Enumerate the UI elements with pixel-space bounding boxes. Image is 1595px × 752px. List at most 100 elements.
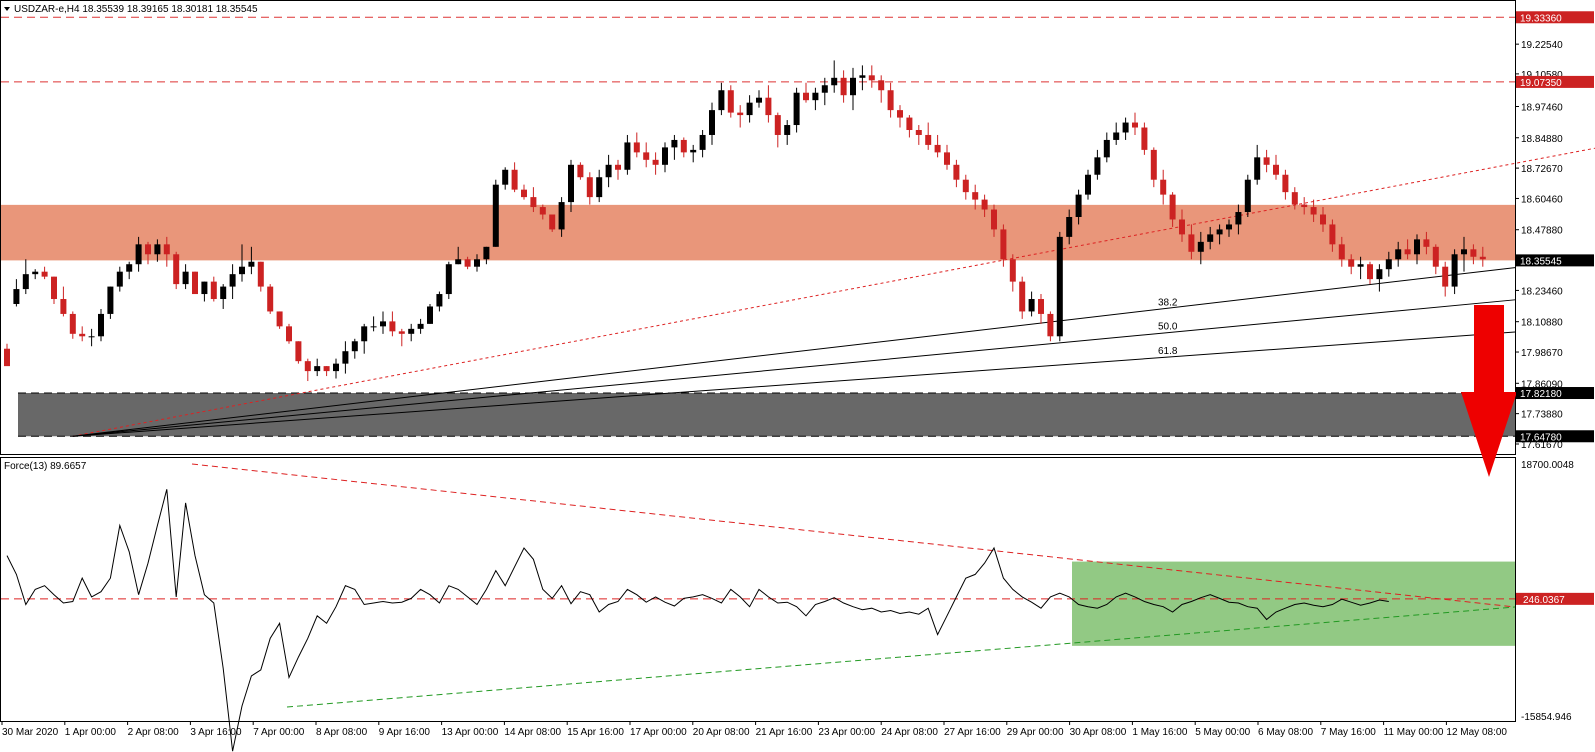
x-tick-label: 14 Apr 08:00 bbox=[504, 727, 561, 738]
x-tick-label: 2 Apr 08:00 bbox=[128, 727, 180, 738]
candle bbox=[417, 318, 424, 334]
candle-body bbox=[972, 192, 979, 200]
candle bbox=[1461, 236, 1467, 272]
candle-body bbox=[267, 286, 274, 312]
force-support-trendline bbox=[286, 606, 1516, 708]
candle-body bbox=[22, 274, 29, 290]
x-tick-label: 1 May 16:00 bbox=[1132, 727, 1187, 738]
x-tick-label: 30 Mar 2020 bbox=[2, 727, 59, 738]
candle-body bbox=[1188, 234, 1195, 252]
candle bbox=[1207, 226, 1214, 250]
candle-body bbox=[455, 259, 462, 265]
candle-body bbox=[831, 77, 838, 86]
candle-body bbox=[389, 321, 396, 332]
candle bbox=[1085, 169, 1091, 200]
x-tick-label: 30 Apr 08:00 bbox=[1070, 727, 1127, 738]
candle bbox=[953, 159, 960, 188]
fib-fan-label-38.2: 38.2 bbox=[1158, 297, 1178, 308]
candle bbox=[4, 343, 10, 367]
candle-body bbox=[445, 264, 452, 295]
candle bbox=[972, 184, 979, 210]
candle-body bbox=[436, 294, 443, 307]
candle bbox=[502, 167, 509, 190]
candle-body bbox=[521, 189, 527, 198]
y-tick-label: 18.97460 bbox=[1521, 102, 1563, 113]
candle-body bbox=[981, 199, 988, 210]
candle-body bbox=[1282, 174, 1289, 193]
candle bbox=[1038, 294, 1044, 324]
candle-body bbox=[304, 361, 311, 372]
candle bbox=[445, 261, 452, 300]
candle bbox=[267, 284, 274, 314]
candle bbox=[868, 65, 875, 88]
candle-body bbox=[793, 92, 800, 126]
candle bbox=[464, 256, 471, 270]
candle-body bbox=[1141, 127, 1148, 150]
force-y-tick-label: -15854.946 bbox=[1521, 712, 1572, 723]
candle bbox=[615, 159, 621, 180]
candle-body bbox=[1404, 249, 1411, 255]
candle-body bbox=[850, 77, 856, 96]
candle bbox=[427, 303, 433, 324]
candle-body bbox=[991, 209, 997, 230]
candle-body bbox=[1254, 157, 1261, 180]
y-tick-label: 17.86090 bbox=[1521, 379, 1563, 390]
fib-fan-label-50.0: 50.0 bbox=[1158, 322, 1178, 333]
candle-body bbox=[286, 326, 292, 342]
candle bbox=[671, 134, 678, 160]
candle-body bbox=[615, 164, 621, 170]
candle bbox=[981, 194, 988, 217]
candle bbox=[812, 87, 819, 111]
candle bbox=[351, 338, 358, 359]
level-label-bg bbox=[1516, 11, 1594, 24]
candle bbox=[878, 75, 885, 103]
candle bbox=[492, 179, 499, 247]
candle-body bbox=[51, 276, 57, 300]
candle-body bbox=[41, 271, 48, 277]
candle bbox=[709, 102, 715, 145]
candle-body bbox=[1338, 244, 1345, 260]
candle bbox=[1075, 189, 1082, 225]
candle-body bbox=[361, 326, 368, 342]
candle bbox=[1479, 246, 1486, 267]
candle-body bbox=[765, 97, 772, 116]
candle bbox=[690, 144, 697, 163]
candle bbox=[314, 358, 321, 377]
candle bbox=[643, 142, 650, 168]
candle-body bbox=[1028, 299, 1035, 312]
candle bbox=[1451, 249, 1458, 295]
candle bbox=[1028, 291, 1035, 317]
symbol-line: USDZAR-e,H4 18.35539 18.39165 18.30181 1… bbox=[14, 4, 258, 15]
candle bbox=[1367, 261, 1373, 285]
level-label: 19.33360 bbox=[1520, 13, 1562, 24]
candle bbox=[662, 142, 668, 173]
candle bbox=[1282, 169, 1289, 200]
candle-body bbox=[126, 264, 133, 272]
candle-body bbox=[1066, 216, 1073, 237]
candle bbox=[586, 172, 593, 205]
y-tick-label: 17.73880 bbox=[1521, 410, 1563, 421]
level-label: 17.64780 bbox=[1520, 432, 1562, 443]
candle bbox=[286, 323, 292, 344]
candle-body bbox=[709, 110, 715, 135]
candle-body bbox=[558, 202, 565, 230]
candle bbox=[304, 358, 311, 382]
x-tick-label: 29 Apr 00:00 bbox=[1007, 727, 1064, 738]
candle bbox=[840, 70, 847, 103]
candle bbox=[1301, 197, 1308, 215]
candle bbox=[370, 316, 377, 332]
candle bbox=[756, 90, 762, 108]
candle-body bbox=[511, 169, 518, 190]
fib-fan-line-38.2 bbox=[72, 267, 1516, 437]
fib-fan-line-50.0 bbox=[72, 299, 1516, 437]
candle bbox=[1019, 276, 1026, 319]
candle bbox=[793, 87, 800, 133]
candle bbox=[1404, 239, 1411, 260]
candle bbox=[88, 328, 95, 347]
candle-body bbox=[662, 147, 668, 165]
x-tick-label: 21 Apr 16:00 bbox=[756, 727, 813, 738]
candle-body bbox=[727, 90, 734, 113]
candle-body bbox=[596, 177, 603, 198]
candle bbox=[257, 261, 264, 292]
x-tick-label: 9 Apr 16:00 bbox=[379, 727, 431, 738]
